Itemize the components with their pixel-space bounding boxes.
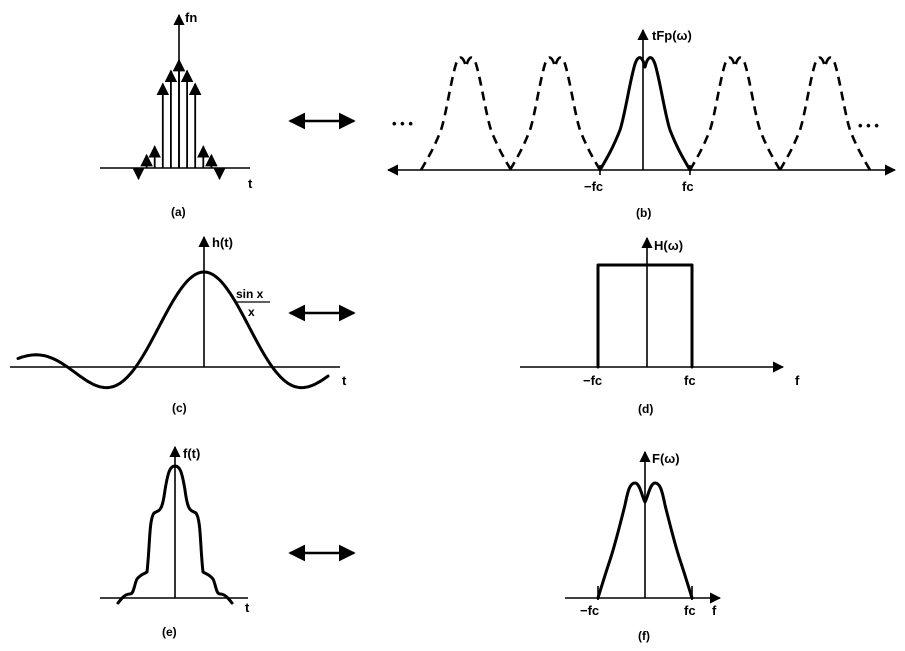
panel-f-pos-fc-label: fc xyxy=(684,603,696,618)
panel-f-caption: (f) xyxy=(638,629,650,643)
panel-c-formula-denominator: x xyxy=(248,305,255,319)
panel-e-t-label: t xyxy=(245,600,250,615)
panel-e-caption: (e) xyxy=(162,625,177,639)
spectrum-replica-lobe xyxy=(508,56,602,171)
panel-f-neg-fc-label: −fc xyxy=(580,603,599,618)
panel-b: tFp(ω) −fc fc • • • • • • (b) xyxy=(386,28,897,220)
panel-b-pos-fc-label: fc xyxy=(682,179,694,194)
panel-c-formula-numerator: sin x xyxy=(236,287,264,301)
panel-c: h(t) sin x x t (c) xyxy=(10,235,347,415)
spectrum-replica-lobe xyxy=(688,56,782,171)
panel-a-caption: (a) xyxy=(171,205,186,219)
spectrum-main-lobe xyxy=(598,56,692,172)
panel-b-ellipsis-right: • • • xyxy=(858,118,879,133)
panel-d: H(ω) −fc fc f (d) xyxy=(520,236,800,416)
panel-f-f-label: f xyxy=(712,603,717,618)
panel-a: fn t (a) xyxy=(100,10,253,219)
panel-e-axis-label: f(t) xyxy=(183,446,200,461)
panel-c-axis-label: h(t) xyxy=(212,235,233,250)
panel-e: f(t) t (e) xyxy=(100,445,250,639)
panel-b-axis-label: tFp(ω) xyxy=(652,28,692,43)
sinc-curve xyxy=(16,270,330,390)
panel-a-axis-label: fn xyxy=(185,10,197,25)
spectrum-curve xyxy=(596,481,694,600)
periodic-spectrum-curves xyxy=(419,56,872,172)
panel-f-axis-label: F(ω) xyxy=(652,451,680,466)
panel-d-axis-label: H(ω) xyxy=(654,238,683,253)
rectangular-filter xyxy=(596,263,694,369)
panel-b-ellipsis-left: • • • xyxy=(392,116,413,131)
panel-d-caption: (d) xyxy=(638,402,653,416)
panel-b-neg-fc-label: −fc xyxy=(584,179,603,194)
spectrum-replica-lobe xyxy=(778,56,872,171)
spectrum-replica-lobe xyxy=(419,56,513,171)
signal-curve xyxy=(116,464,234,605)
panel-b-caption: (b) xyxy=(636,206,651,220)
panel-c-caption: (c) xyxy=(172,401,187,415)
panel-f: F(ω) −fc fc f (f) xyxy=(565,450,722,643)
impulse-train xyxy=(132,58,226,181)
panel-c-t-label: t xyxy=(342,373,347,388)
panel-d-neg-fc-label: −fc xyxy=(583,373,602,388)
panel-d-f-label: f xyxy=(795,373,800,388)
panel-a-t-label: t xyxy=(248,176,253,191)
panel-d-pos-fc-label: fc xyxy=(684,373,696,388)
